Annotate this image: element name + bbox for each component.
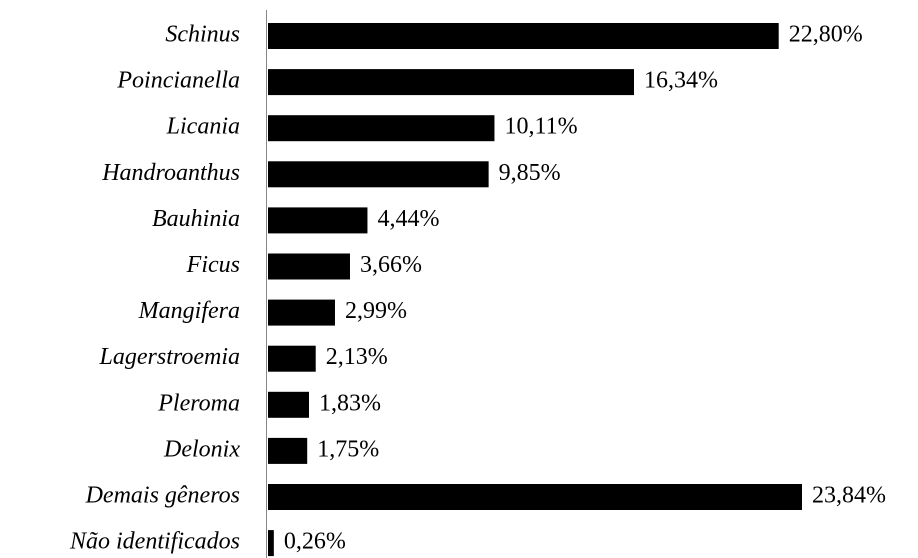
category-label: Delonix bbox=[163, 436, 240, 462]
bar bbox=[268, 161, 489, 188]
value-label: 22,80% bbox=[789, 22, 863, 48]
value-label: 4,44% bbox=[377, 206, 439, 232]
bar bbox=[268, 207, 368, 234]
category-label: Handroanthus bbox=[101, 160, 240, 186]
bar bbox=[268, 530, 274, 557]
bar bbox=[268, 391, 309, 418]
bar bbox=[268, 345, 316, 372]
value-label: 1,75% bbox=[317, 436, 379, 462]
bar bbox=[268, 299, 335, 326]
category-label: Demais gêneros bbox=[85, 483, 240, 509]
bar bbox=[268, 253, 350, 280]
value-label: 23,84% bbox=[812, 483, 886, 509]
value-label: 1,83% bbox=[319, 390, 381, 416]
category-label: Ficus bbox=[186, 252, 240, 278]
value-label: 16,34% bbox=[644, 68, 718, 94]
category-label: Licania bbox=[166, 114, 240, 140]
bar bbox=[268, 115, 495, 142]
bar bbox=[268, 69, 635, 96]
value-label: 2,13% bbox=[326, 344, 388, 370]
category-label: Mangifera bbox=[138, 298, 240, 324]
value-label: 10,11% bbox=[504, 114, 577, 140]
value-label: 2,99% bbox=[345, 298, 407, 324]
value-label: 9,85% bbox=[499, 160, 561, 186]
category-label: Lagerstroemia bbox=[99, 344, 240, 370]
bar bbox=[268, 437, 308, 464]
bar bbox=[268, 484, 802, 510]
value-label: 3,66% bbox=[360, 252, 422, 278]
category-label: Pleroma bbox=[157, 390, 240, 416]
category-label: Não identificados bbox=[69, 529, 240, 555]
category-label: Schinus bbox=[165, 22, 240, 48]
value-label: 0,26% bbox=[284, 529, 346, 555]
category-label: Bauhinia bbox=[152, 206, 240, 232]
bar bbox=[268, 23, 779, 49]
category-label: Poincianella bbox=[116, 68, 240, 94]
